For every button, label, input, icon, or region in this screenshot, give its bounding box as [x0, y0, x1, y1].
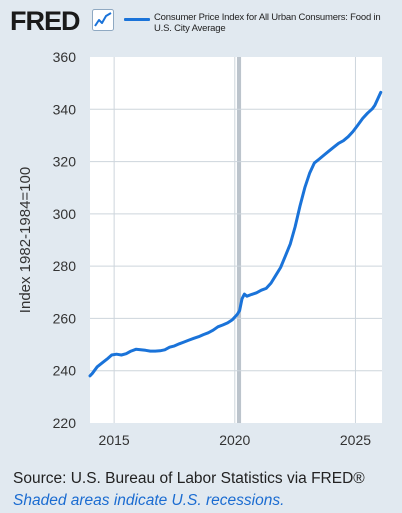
series-line — [88, 90, 383, 378]
x-tick-label: 2025 — [340, 432, 371, 448]
legend-label: Consumer Price Index for All Urban Consu… — [154, 12, 381, 34]
y-tick-label: 340 — [53, 101, 77, 117]
y-tick-label: 280 — [53, 258, 77, 274]
x-tick-label: 2020 — [219, 432, 250, 448]
legend-swatch — [124, 18, 150, 21]
recession-band — [236, 57, 242, 423]
source-text: Source: U.S. Bureau of Labor Statistics … — [13, 470, 365, 487]
y-tick-label: 260 — [53, 310, 77, 326]
plot-area — [90, 57, 382, 423]
y-tick-label: 220 — [53, 415, 77, 431]
y-tick-label: 360 — [53, 49, 77, 65]
line-chart-icon — [92, 9, 114, 31]
header: FRED Consumer Price Index for All Urban … — [0, 0, 402, 46]
y-tick-label: 300 — [53, 206, 77, 222]
y-tick-label: 320 — [53, 154, 77, 170]
y-tick-label: 240 — [53, 363, 77, 379]
recession-note: Shaded areas indicate U.S. recessions. — [13, 492, 285, 509]
x-tick-label: 2015 — [99, 432, 130, 448]
y-axis-label: Index 1982-1984=100 — [17, 167, 34, 313]
fred-logo[interactable]: FRED — [10, 6, 80, 36]
line-chart: 220 240 260 280 300 320 340 360 2015 2020 2025 Inde… — [17, 49, 383, 448]
